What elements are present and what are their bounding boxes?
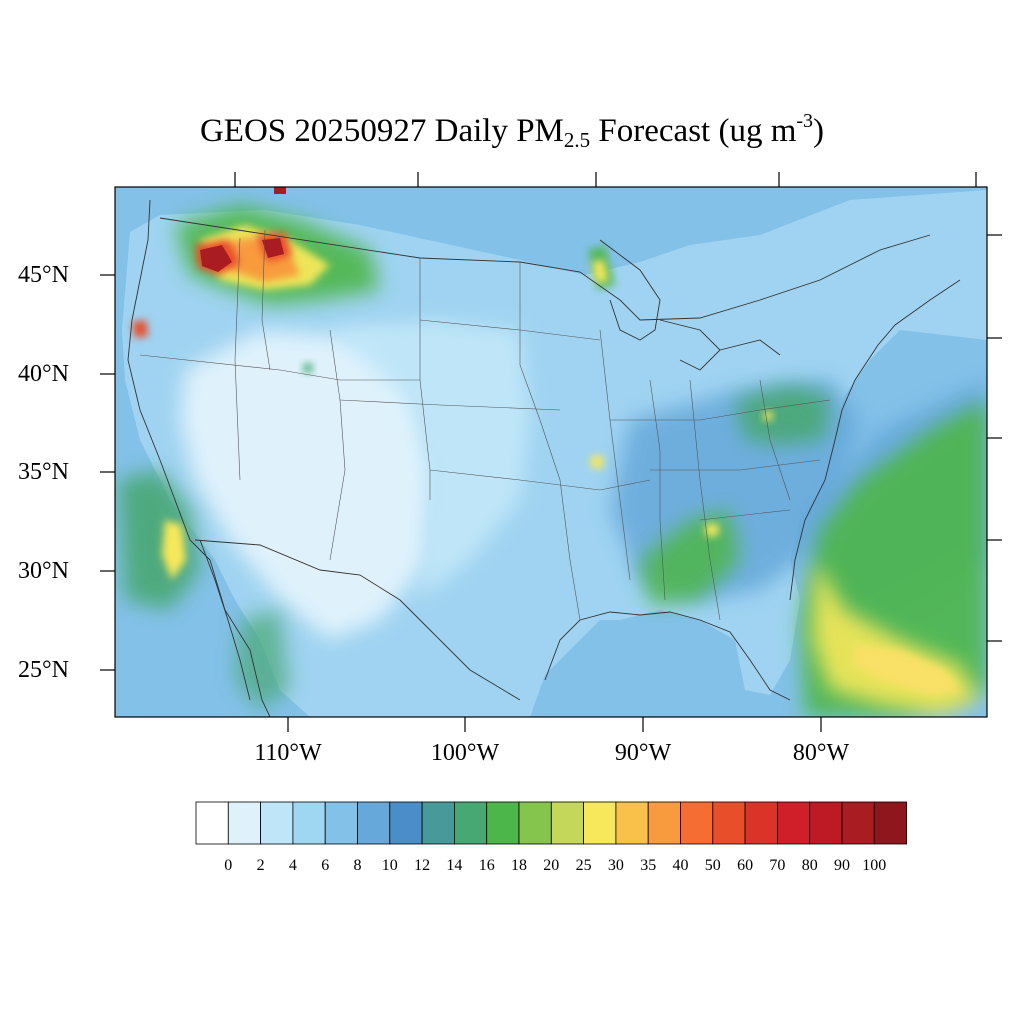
colorbar-tick-label: 18 <box>511 857 527 874</box>
lon-label-110w: 110°W <box>254 740 322 766</box>
colorbar-tick-label: 90 <box>834 857 850 874</box>
colorbar-swatch <box>324 801 358 845</box>
colorbar-swatch <box>518 801 552 845</box>
colorbar-tick-label: 20 <box>543 857 560 874</box>
colorbar-tick-label: 4 <box>288 857 297 874</box>
lon-label-90w: 90°W <box>614 740 672 766</box>
midatlantic-green-patch <box>735 385 830 445</box>
colorbar-swatch <box>453 801 488 845</box>
ozark-yellow-spot <box>590 455 604 469</box>
montana-dark-hotspot <box>262 238 284 258</box>
lat-label-25n: 25°N <box>18 657 69 683</box>
colorbar-swatch <box>486 801 520 845</box>
atlantic-coastline <box>789 279 961 601</box>
great-lakes-outline <box>599 239 781 371</box>
atlantic-yellow-core <box>855 645 960 695</box>
colorbar-tick-label: 6 <box>321 857 330 874</box>
colorbar-tick-label: 2 <box>256 857 265 874</box>
lon-label-100w: 100°W <box>430 740 500 766</box>
colorbar-swatch <box>777 801 811 845</box>
baja-coastline <box>199 539 251 701</box>
colorbar-swatch <box>615 801 649 845</box>
colorbar-tick-label: 14 <box>446 857 463 874</box>
colorbar-swatch <box>421 801 455 845</box>
gulf-coastline <box>544 611 791 701</box>
wyoming-green-spot <box>303 363 313 373</box>
colorbar-tick-label: 8 <box>353 857 362 874</box>
colorbar-swatch <box>195 801 229 845</box>
lat-label-30n: 30°N <box>18 558 69 584</box>
colorbar-swatch <box>227 801 262 845</box>
great-lakes-yellow-spot <box>592 260 608 282</box>
colorbar-swatch <box>744 801 778 845</box>
colorbar-tick-label: 50 <box>704 857 721 874</box>
colorbar-tick-label: 80 <box>801 857 818 874</box>
lat-label-45n: 45°N <box>18 262 69 288</box>
colorbar-tick-label: 60 <box>737 857 754 874</box>
coastlines <box>127 199 961 717</box>
colorbar-swatch <box>873 801 907 845</box>
colorbar-tick-label: 12 <box>414 857 431 874</box>
map-frame <box>114 186 988 718</box>
state-boundaries <box>139 229 831 621</box>
colorbar-swatch <box>292 801 326 845</box>
plains-light-area <box>330 320 530 600</box>
colorbar-swatch <box>260 801 294 845</box>
lon-label-80w: 80°W <box>792 740 850 766</box>
colorbar-swatch <box>389 801 423 845</box>
california-green-patch <box>118 470 200 610</box>
colorbar-swatch <box>841 801 875 845</box>
kentucky-yellow-spot <box>763 411 773 421</box>
lat-label-35n: 35°N <box>18 459 69 485</box>
colorbar-tick-label: 25 <box>575 857 592 874</box>
colorbar-tick-label: 16 <box>478 857 495 874</box>
colorbar-swatch <box>647 801 681 845</box>
canada-red-spot <box>274 187 286 194</box>
colorbar-tick-label: 40 <box>672 857 689 874</box>
colorbar-swatch <box>583 801 617 845</box>
us-mexico-border <box>194 539 521 701</box>
pacific-coastline <box>127 199 271 717</box>
georgia-yellow-spot <box>705 523 719 537</box>
colorbar-swatch <box>809 801 843 845</box>
colorbar <box>195 801 907 845</box>
idaho-dark-hotspot <box>200 245 232 272</box>
colorbar-swatch <box>680 801 714 845</box>
gulf-of-california-green <box>235 610 290 710</box>
map-title: GEOS 20250927 Daily PM2.5 Forecast (ug m… <box>199 110 825 152</box>
california-yellow-spot <box>162 520 186 580</box>
colorbar-swatch <box>550 801 584 845</box>
colorbar-tick-label: 100 <box>862 857 887 874</box>
colorbar-tick-label: 70 <box>769 857 786 874</box>
colorbar-tick-label: 10 <box>381 857 398 874</box>
southwest-clean-area <box>180 330 435 640</box>
colorbar-tick-label: 0 <box>224 857 233 874</box>
colorbar-swatch <box>357 801 391 845</box>
axis-ticks <box>100 172 1002 732</box>
us-canada-border <box>159 217 931 321</box>
colorbar-tick-label: 30 <box>607 857 624 874</box>
colorbar-swatch <box>712 801 746 845</box>
oregon-coast-hotspot <box>132 320 148 338</box>
colorbar-tick-label: 35 <box>640 857 657 874</box>
lat-label-40n: 40°N <box>18 361 69 387</box>
